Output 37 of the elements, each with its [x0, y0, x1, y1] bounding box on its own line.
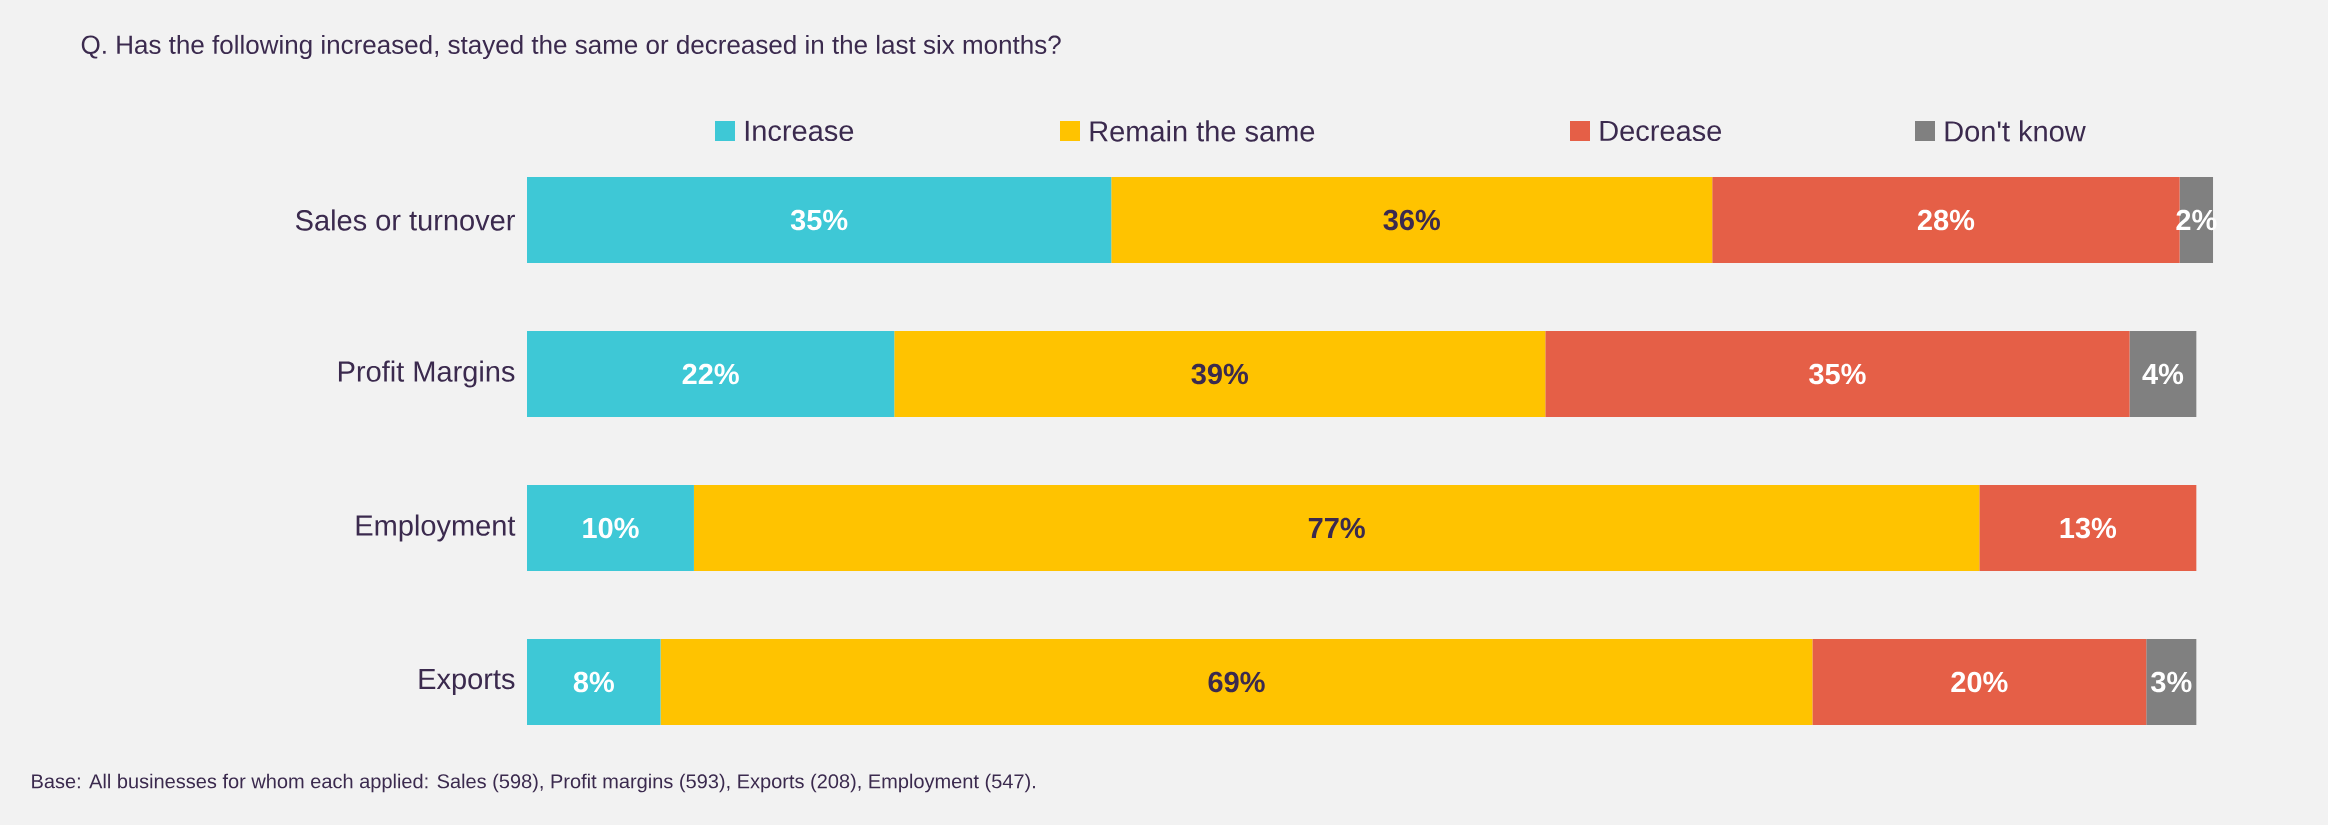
- legend-label: Don't know: [1945, 120, 2086, 142]
- bar: [527, 485, 694, 572]
- y-tick-label: Profit Margins: [338, 360, 515, 388]
- data-label: 3%: [2151, 671, 2192, 693]
- bar: [1545, 331, 2130, 418]
- bar: [894, 331, 1546, 418]
- text: Base: All businesses for whom each applied: Sales (598), Profit margins (593), Exports (208), Employment (547).: [32, 773, 1035, 793]
- y-tick-label: Sales or turnover: [295, 209, 515, 231]
- bar: [1111, 177, 1713, 264]
- bar: [2146, 639, 2197, 726]
- data-label: 4%: [2142, 363, 2184, 385]
- data-label: 13%: [2060, 517, 2117, 539]
- data-label: 36%: [1383, 209, 1440, 231]
- legend-label: Decrease: [1600, 120, 1722, 142]
- data-label: 8%: [573, 671, 614, 693]
- data-label: 28%: [1917, 209, 1975, 231]
- data-label: 35%: [790, 209, 848, 231]
- y-tick-label: Exports: [419, 669, 515, 695]
- bar: [660, 639, 1813, 726]
- y-tick-label: Employment: [356, 514, 516, 542]
- bar: [527, 177, 1112, 264]
- chart-title: Q. Has the following increased, stayed the same or decreased in the last six months?: [81, 34, 1061, 60]
- data-label: 77%: [1308, 517, 1365, 539]
- data-label: 69%: [1208, 671, 1265, 693]
- legend-label: Increase: [745, 120, 854, 142]
- bar: [527, 331, 895, 418]
- data-label: 20%: [1951, 671, 2008, 693]
- data-label: 39%: [1191, 363, 1249, 385]
- data-label: 22%: [682, 363, 739, 385]
- legend-label: Remain the same: [1090, 120, 1315, 142]
- bar: [527, 639, 661, 726]
- bar: [1812, 639, 2147, 726]
- bar: [693, 485, 1980, 572]
- bar: [1979, 485, 2197, 572]
- bar: [2129, 331, 2197, 418]
- data-label: 35%: [1809, 363, 1866, 385]
- data-label: 10%: [583, 517, 639, 539]
